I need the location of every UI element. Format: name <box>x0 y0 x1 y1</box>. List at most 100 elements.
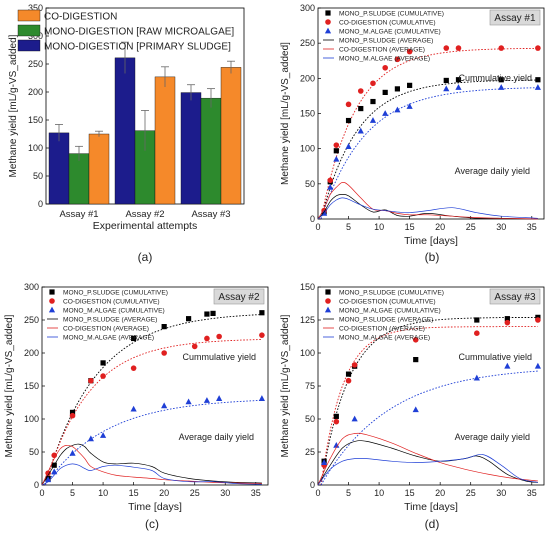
point-circle <box>498 45 505 51</box>
panel-b-y-tick-label: 50 <box>305 179 315 189</box>
point-circle <box>357 88 364 94</box>
legend-label: CO-DIGESTION (AVERAGE) <box>339 47 425 54</box>
legend-marker-circle <box>49 298 55 304</box>
legend-marker-square <box>325 10 331 16</box>
average-line-codig <box>317 181 538 220</box>
point-circle <box>345 101 352 108</box>
average-line-codig <box>41 444 262 486</box>
point-triangle <box>51 468 58 475</box>
bar-raw <box>200 97 222 205</box>
panel-d-y-tick-label: 25 <box>305 447 315 457</box>
point-triangle <box>327 183 334 190</box>
average-line-algae <box>317 197 538 220</box>
point-triangle <box>333 442 340 448</box>
point-circle <box>412 337 419 343</box>
legend-marker-circle <box>325 298 331 304</box>
point-square <box>407 82 413 88</box>
point-circle <box>216 333 222 340</box>
panel-label-d: (d) <box>425 517 440 531</box>
point-circle <box>504 319 511 326</box>
panel-c-y-tick-label: 0 <box>34 480 39 490</box>
point-circle <box>345 377 352 384</box>
panel-c-x-tick-label: 5 <box>70 488 75 498</box>
panel-b: 0 5 10 15 20 25 30 35 0 50 100 150 200 250 300 Time [da… <box>280 3 545 264</box>
legend-label: MONO_P.SLUDGE (AVERAGE) <box>63 317 157 324</box>
legend-label: MONO-DIGESTION [PRIMARY SLUDGE] <box>44 42 231 53</box>
point-triangle <box>412 406 419 413</box>
panel-b-x-tick-label: 5 <box>346 222 351 232</box>
bar-primary <box>180 92 202 205</box>
panel-d-x-tick-label: 35 <box>527 488 537 498</box>
bar-co <box>220 67 242 205</box>
assay-badge <box>489 288 541 305</box>
point-square <box>345 117 352 124</box>
point-circle <box>333 142 340 148</box>
legend-label: CO-DIGESTION (CUMULATIVE) <box>339 299 436 306</box>
point-triangle <box>321 459 328 465</box>
panel-b-x-tick-label: 20 <box>435 222 445 232</box>
point-triangle <box>216 395 223 401</box>
point-triangle <box>185 398 192 405</box>
point-triangle <box>87 435 94 442</box>
panel-c-y-tick-label: 200 <box>24 348 39 358</box>
legend-swatch-primary <box>17 39 41 52</box>
panel-c-y-tick-label: 150 <box>24 381 39 391</box>
panel-c-x-tick-label: 30 <box>220 488 230 498</box>
annotation-cumulative: Cummulative yield <box>458 73 532 83</box>
panel-b-y-tick-label: 150 <box>300 109 315 119</box>
bar-chart-y-tick-label: 100 <box>28 143 43 153</box>
point-triangle <box>99 432 107 438</box>
assay-badge <box>213 288 265 305</box>
panel-label-c: (c) <box>145 517 159 531</box>
panel-c-y-tick-label: 250 <box>24 315 39 325</box>
point-square <box>161 324 167 330</box>
panel-b-x-tick-label: 30 <box>496 222 506 232</box>
panel-c-x-tick-label: 20 <box>159 488 169 498</box>
point-square <box>443 77 449 84</box>
panel-d-x-tick-label: 20 <box>435 488 445 498</box>
panel-b-y-tick-label: 100 <box>300 144 315 154</box>
point-triangle <box>333 155 340 162</box>
point-square <box>413 357 419 363</box>
bar-primary <box>48 132 70 205</box>
point-square <box>131 335 137 342</box>
panel-b-y-tick-label: 0 <box>310 214 315 224</box>
point-triangle <box>473 374 480 381</box>
point-triangle <box>498 84 505 90</box>
point-square <box>345 371 352 377</box>
panel-d-x-axis-label: Time [days] <box>404 501 458 513</box>
point-circle <box>100 373 106 379</box>
point-triangle <box>161 402 168 409</box>
point-square <box>498 77 504 83</box>
legend-marker-triangle <box>48 306 56 313</box>
panel-b-x-tick-label: 10 <box>374 222 384 232</box>
legend-label: CO-DIGESTION <box>44 12 117 23</box>
average-line-codig <box>317 432 538 486</box>
panel-d: 0 5 10 15 20 25 30 35 0 25 50 75 100 125 150 Time [days… <box>280 282 545 531</box>
bar-co <box>154 76 176 205</box>
legend-marker-triangle <box>324 27 332 34</box>
point-square <box>185 316 192 322</box>
panel-b-x-tick-label: 0 <box>315 222 320 232</box>
legend-label: MONO_M.ALGAE (CUMULATIVE) <box>339 308 441 315</box>
bar-chart-y-axis-label: Methane yield [mL/g-VS_added] <box>8 34 19 177</box>
point-circle <box>535 317 541 323</box>
panel-label-b: (b) <box>425 250 440 264</box>
legend-label: CO-DIGESTION (AVERAGE) <box>339 326 425 333</box>
bar-chart-category-label: Assay #3 <box>191 209 230 220</box>
point-square <box>204 311 210 317</box>
panel-d-y-tick-label: 75 <box>305 381 315 391</box>
point-square <box>504 316 510 322</box>
point-triangle <box>351 415 358 422</box>
panel-b-y-axis-label: Methane yield [mL/g-VS_added] <box>280 42 291 185</box>
point-circle <box>204 335 210 342</box>
average-line-sludge <box>317 440 538 486</box>
point-square <box>358 105 364 112</box>
legend-marker-square <box>325 289 331 295</box>
average-line-sludge <box>317 194 538 220</box>
panel-b-x-tick-label: 35 <box>527 222 537 232</box>
annotation-cumulative: Cummulative yield <box>458 352 532 362</box>
average-line-algae <box>317 454 538 486</box>
point-triangle <box>357 127 364 134</box>
panel-a: 050100150200250300350Experimental attemp… <box>8 3 245 264</box>
